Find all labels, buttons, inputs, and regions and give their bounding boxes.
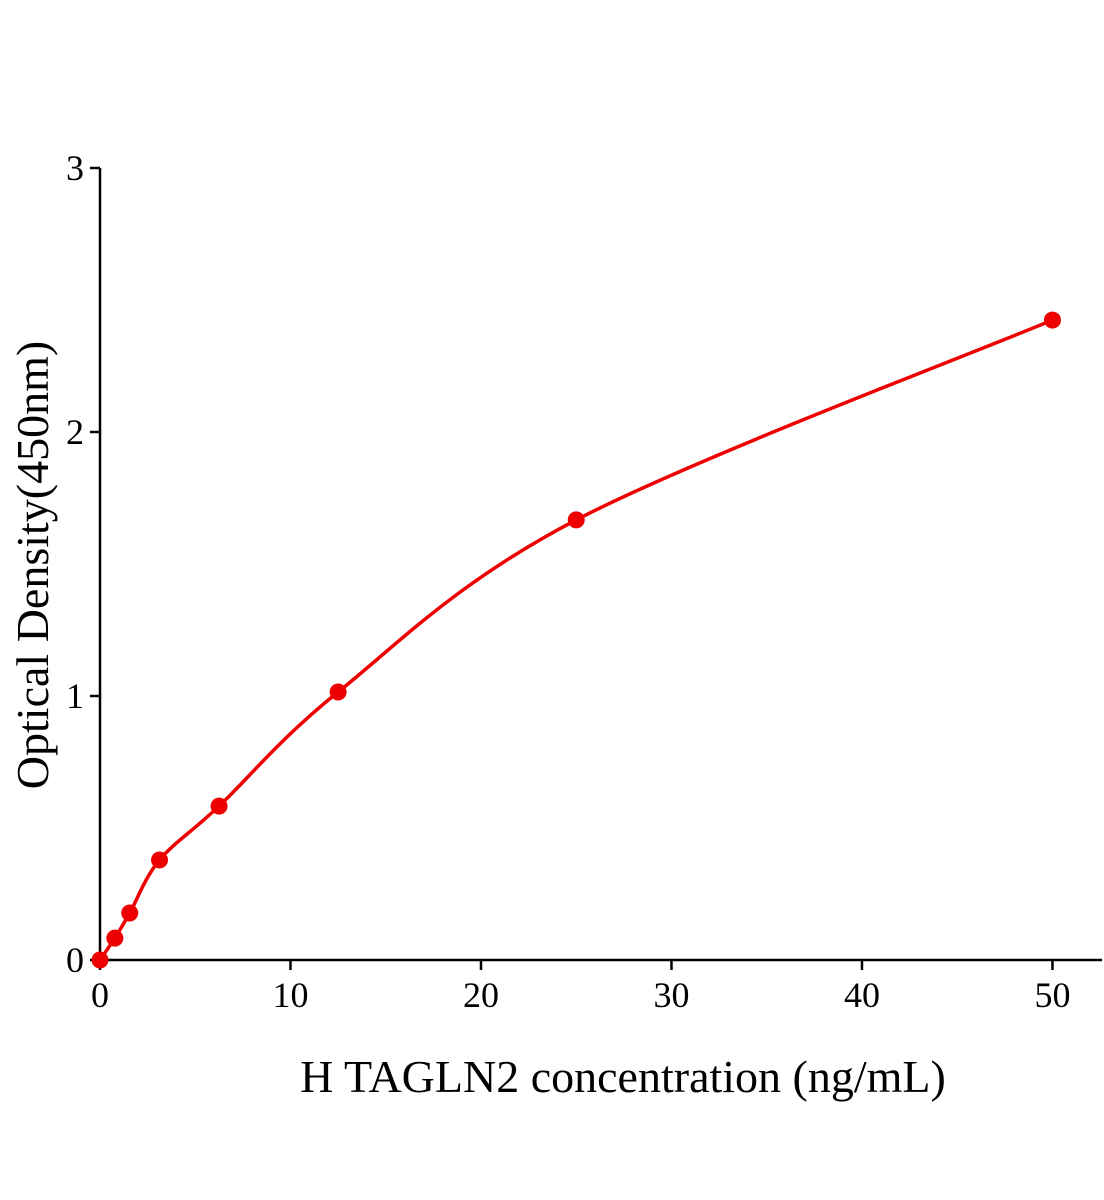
data-point: [106, 929, 124, 947]
data-point: [151, 851, 169, 869]
y-axis-title: Optical Density(450nm): [7, 341, 58, 789]
x-tick-label: 40: [844, 975, 880, 1015]
data-point: [91, 951, 109, 969]
y-tick-label: 3: [66, 148, 84, 188]
x-tick-label: 30: [653, 975, 689, 1015]
data-point: [567, 511, 585, 529]
x-tick-label: 20: [463, 975, 499, 1015]
data-point: [210, 797, 228, 815]
x-tick-label: 50: [1034, 975, 1070, 1015]
data-point: [329, 683, 347, 701]
y-tick-label: 1: [66, 676, 84, 716]
x-tick-label: 10: [272, 975, 308, 1015]
x-axis-title: H TAGLN2 concentration (ng/mL): [300, 1051, 946, 1102]
fit-curve: [98, 318, 1054, 961]
data-point: [121, 904, 139, 922]
y-tick-label: 0: [66, 940, 84, 980]
x-tick-label: 0: [91, 975, 109, 1015]
y-tick-label: 2: [66, 412, 84, 452]
data-point: [1043, 311, 1061, 329]
